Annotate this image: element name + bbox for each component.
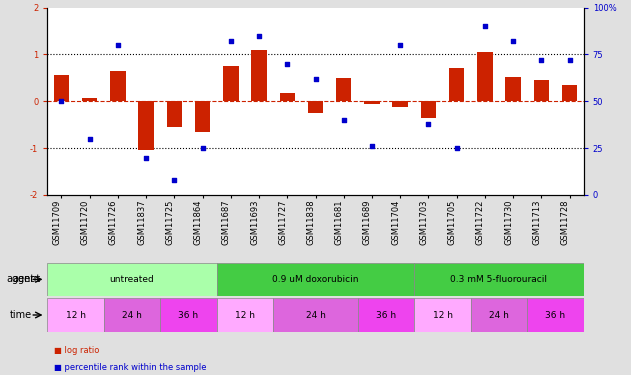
Bar <box>477 52 493 101</box>
Point <box>56 98 66 104</box>
Bar <box>392 101 408 107</box>
Bar <box>528 298 584 332</box>
Point <box>310 76 321 82</box>
Text: 36 h: 36 h <box>545 310 565 320</box>
Bar <box>415 298 471 332</box>
Bar <box>138 101 154 150</box>
Bar <box>216 262 415 296</box>
Text: 12 h: 12 h <box>432 310 452 320</box>
Text: agent: agent <box>7 274 35 284</box>
Point <box>452 145 462 151</box>
Point <box>254 33 264 39</box>
Bar <box>336 78 351 101</box>
Text: 12 h: 12 h <box>66 310 86 320</box>
Point <box>169 177 179 183</box>
Point <box>113 42 123 48</box>
Text: time: time <box>9 310 32 320</box>
Bar <box>160 298 216 332</box>
Point <box>423 121 433 127</box>
Bar <box>251 50 267 101</box>
Bar <box>82 98 97 101</box>
Bar <box>415 262 584 296</box>
Bar <box>195 101 210 132</box>
Text: 24 h: 24 h <box>305 310 326 320</box>
Point <box>367 143 377 149</box>
Text: 0.3 mM 5-fluorouracil: 0.3 mM 5-fluorouracil <box>451 275 548 284</box>
Text: 36 h: 36 h <box>179 310 199 320</box>
Bar <box>103 298 160 332</box>
Bar <box>54 75 69 101</box>
Text: 0.9 uM doxorubicin: 0.9 uM doxorubicin <box>272 275 359 284</box>
Bar <box>562 85 577 101</box>
Bar <box>471 298 528 332</box>
Text: 36 h: 36 h <box>376 310 396 320</box>
Bar <box>449 68 464 101</box>
Bar <box>308 101 323 113</box>
Text: ■ percentile rank within the sample: ■ percentile rank within the sample <box>54 363 206 372</box>
Point <box>508 38 518 44</box>
Bar <box>280 93 295 101</box>
Point <box>565 57 575 63</box>
Point <box>339 117 349 123</box>
Point <box>198 145 208 151</box>
Text: agent: agent <box>13 274 41 284</box>
Bar <box>110 71 126 101</box>
Point <box>395 42 405 48</box>
Bar <box>505 77 521 101</box>
Bar <box>216 298 273 332</box>
Point <box>85 136 95 142</box>
Bar <box>273 298 358 332</box>
Text: ■ log ratio: ■ log ratio <box>54 346 99 355</box>
Text: 24 h: 24 h <box>489 310 509 320</box>
Bar <box>167 101 182 127</box>
Point <box>480 23 490 29</box>
Bar <box>223 66 239 101</box>
Bar <box>358 298 415 332</box>
Bar <box>364 101 380 104</box>
Bar <box>47 262 216 296</box>
Text: 24 h: 24 h <box>122 310 142 320</box>
Point <box>141 154 151 160</box>
Bar <box>534 80 549 101</box>
Bar <box>47 298 103 332</box>
Point <box>536 57 546 63</box>
Bar <box>421 101 436 118</box>
Point <box>226 38 236 44</box>
Text: 12 h: 12 h <box>235 310 255 320</box>
Text: untreated: untreated <box>110 275 155 284</box>
Point <box>282 61 292 67</box>
